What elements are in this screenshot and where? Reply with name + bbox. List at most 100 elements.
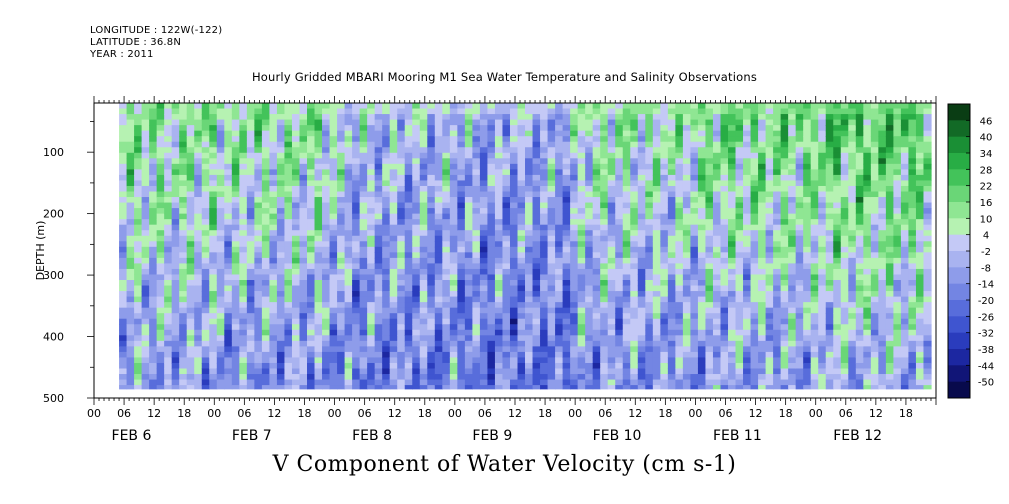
heatmap-cell <box>570 313 579 320</box>
heatmap-cell <box>419 219 428 226</box>
heatmap-cell <box>818 191 827 198</box>
heatmap-cell <box>479 268 489 276</box>
heatmap-cell <box>209 329 218 336</box>
heatmap-cell <box>682 230 692 237</box>
heatmap-cell <box>667 318 676 325</box>
heatmap-cell <box>509 351 519 359</box>
heatmap-cell <box>660 180 669 187</box>
heatmap-cell <box>720 362 729 370</box>
heatmap-cell <box>773 357 782 364</box>
heatmap-cell <box>652 147 661 154</box>
heatmap-cell <box>216 285 225 292</box>
heatmap-cell <box>833 213 842 220</box>
heatmap-cell <box>314 180 323 187</box>
heatmap-cell <box>540 208 549 215</box>
heatmap-cell <box>419 379 428 386</box>
heatmap-cell <box>758 108 767 115</box>
heatmap-cell <box>667 108 676 115</box>
heatmap-cell <box>773 180 782 187</box>
heatmap-cell <box>577 263 586 270</box>
heatmap-cell <box>337 130 346 137</box>
heatmap-cell <box>397 280 406 287</box>
heatmap-cell <box>291 246 301 253</box>
heatmap-cell <box>382 368 391 375</box>
heatmap-cell <box>712 108 722 115</box>
heatmap-cell <box>622 125 631 132</box>
heatmap-cell <box>825 213 834 220</box>
heatmap-cell <box>231 246 240 253</box>
heatmap-cell <box>652 302 661 309</box>
heatmap-cell <box>487 119 496 126</box>
heatmap-cell <box>201 224 210 231</box>
heatmap-cell <box>457 302 466 309</box>
heatmap-cell <box>397 163 406 170</box>
heatmap-cell <box>246 108 255 115</box>
heatmap-cell <box>509 379 519 386</box>
heatmap-cell <box>788 119 797 126</box>
heatmap-cell <box>803 130 812 137</box>
heatmap-cell <box>254 130 263 137</box>
heatmap-cell <box>570 208 579 215</box>
heatmap-cell <box>502 152 511 159</box>
heatmap-cell <box>615 302 624 309</box>
heatmap-cell <box>750 230 759 237</box>
heatmap-cell <box>224 285 233 292</box>
heatmap-cell <box>765 252 774 259</box>
heatmap-cell <box>209 263 218 270</box>
heatmap-cell <box>397 169 406 176</box>
heatmap-cell <box>547 357 556 364</box>
heatmap-cell <box>449 152 458 159</box>
heatmap-cell <box>269 362 278 370</box>
heatmap-cell <box>525 163 534 170</box>
heatmap-cell <box>570 362 579 370</box>
heatmap-cell <box>246 202 255 209</box>
heatmap-cell <box>246 252 255 259</box>
heatmap-cell <box>216 302 225 309</box>
heatmap-cell <box>276 141 286 148</box>
heatmap-cell <box>149 158 158 165</box>
heatmap-cell <box>487 224 496 231</box>
heatmap-cell <box>532 158 541 165</box>
heatmap-cell <box>344 141 353 148</box>
heatmap-cell <box>449 224 458 231</box>
heatmap-cell <box>472 263 481 270</box>
heatmap-cell <box>570 302 579 309</box>
heatmap-cell <box>697 246 707 253</box>
heatmap-cell <box>337 274 346 281</box>
heatmap-cell <box>667 351 676 359</box>
heatmap-cell <box>382 257 391 265</box>
heatmap-cell <box>682 163 692 170</box>
heatmap-cell <box>645 346 654 353</box>
heatmap-cell <box>690 147 699 154</box>
heatmap-cell <box>231 197 240 204</box>
heatmap-cell <box>307 313 316 320</box>
heatmap-cell <box>239 147 248 154</box>
heatmap-cell <box>494 163 504 170</box>
heatmap-cell <box>276 163 286 170</box>
heatmap-cell <box>758 296 767 303</box>
heatmap-cell <box>224 125 233 132</box>
heatmap-cell <box>209 108 218 115</box>
heatmap-cell <box>179 191 188 198</box>
heatmap-cell <box>254 141 263 148</box>
heatmap-cell <box>555 235 564 242</box>
heatmap-cell <box>119 329 128 336</box>
heatmap-cell <box>728 324 737 331</box>
heatmap-cell <box>803 185 812 193</box>
heatmap-cell <box>818 152 827 159</box>
heatmap-cell <box>795 119 804 126</box>
heatmap-cell <box>389 224 398 231</box>
heatmap-cell <box>570 119 579 126</box>
heatmap-cell <box>712 191 722 198</box>
heatmap-cell <box>622 385 631 390</box>
heatmap-cell <box>329 180 338 187</box>
heatmap-cell <box>449 329 458 336</box>
heatmap-cell <box>690 280 699 287</box>
heatmap-cell <box>419 108 428 115</box>
heatmap-cell <box>216 268 225 276</box>
heatmap-cell <box>186 174 195 182</box>
heatmap-cell <box>728 257 737 265</box>
heatmap-cell <box>750 285 759 292</box>
heatmap-cell <box>562 268 571 276</box>
heatmap-cell <box>660 202 669 209</box>
